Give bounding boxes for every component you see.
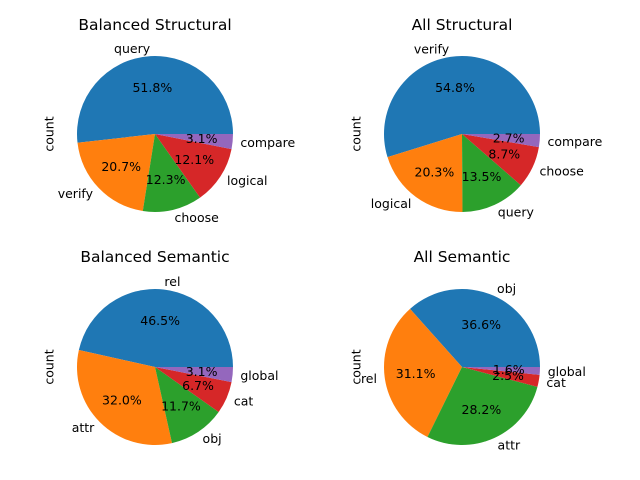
pie-slice-verify bbox=[383, 56, 540, 158]
y-axis-label: count bbox=[42, 116, 57, 151]
slice-percent-label: 51.8% bbox=[132, 80, 172, 95]
slice-percent-label: 3.1% bbox=[186, 131, 218, 146]
pie-slice-rel bbox=[78, 289, 233, 367]
slice-percent-label: 1.6% bbox=[493, 362, 525, 377]
chart-title: Balanced Structural bbox=[78, 16, 231, 34]
pie-slice-query bbox=[462, 134, 521, 212]
slice-label: cat bbox=[546, 375, 566, 390]
y-axis-label: count bbox=[349, 349, 364, 384]
slice-label: attr bbox=[498, 438, 521, 453]
slice-label: query bbox=[114, 41, 151, 56]
pie-slice-attr bbox=[427, 367, 538, 446]
pie-slice-obj bbox=[155, 367, 219, 444]
slice-label: global bbox=[548, 364, 586, 379]
slice-label: compare bbox=[547, 134, 602, 149]
pie-slice-obj bbox=[410, 289, 540, 367]
pie-slice-query bbox=[77, 55, 233, 143]
slice-label: choose bbox=[175, 210, 220, 225]
pie-slice-global bbox=[462, 367, 540, 375]
slice-label: verify bbox=[58, 186, 94, 201]
slice-percent-label: 11.7% bbox=[161, 398, 201, 413]
slice-percent-label: 2.5% bbox=[492, 368, 524, 383]
pie-slice-attr bbox=[77, 349, 173, 445]
slice-percent-label: 8.7% bbox=[488, 147, 520, 162]
slice-percent-label: 12.1% bbox=[174, 152, 214, 167]
pie-chart-1: Balanced Structural count query 51.8% verify… bbox=[42, 16, 296, 225]
slice-percent-label: 46.5% bbox=[140, 313, 180, 328]
pie-chart-3: Balanced Semantic count rel 46.5% attr 32.0% o… bbox=[42, 248, 279, 446]
slice-percent-label: 6.7% bbox=[182, 378, 214, 393]
slice-label: compare bbox=[240, 135, 295, 150]
pie-slice-global bbox=[155, 367, 233, 383]
slice-percent-label: 54.8% bbox=[435, 80, 475, 95]
y-axis-label: count bbox=[42, 349, 57, 384]
slice-percent-label: 36.6% bbox=[461, 317, 501, 332]
slice-percent-label: 28.2% bbox=[462, 402, 502, 417]
slice-label: logical bbox=[227, 173, 268, 188]
slice-percent-label: 3.1% bbox=[186, 364, 218, 379]
pie-slice-choose bbox=[142, 134, 201, 212]
chart-title: Balanced Semantic bbox=[80, 248, 229, 266]
slice-label: cat bbox=[234, 393, 254, 408]
pie-slice-cat bbox=[462, 367, 540, 387]
pie-slice-cat bbox=[155, 367, 232, 413]
slice-percent-label: 12.3% bbox=[146, 172, 186, 187]
slice-label: obj bbox=[497, 281, 516, 296]
slice-percent-label: 2.7% bbox=[493, 130, 525, 145]
slice-label: rel bbox=[164, 274, 180, 289]
pie-slice-rel bbox=[383, 308, 462, 437]
pie-slice-logical bbox=[387, 134, 463, 213]
y-axis-label: count bbox=[349, 116, 364, 151]
pie-chart-2: All Structural count verify 54.8% logical 20.… bbox=[349, 16, 603, 219]
slice-label: verify bbox=[414, 42, 450, 57]
slice-percent-label: 32.0% bbox=[102, 393, 142, 408]
pie-slice-choose bbox=[462, 134, 539, 186]
pie-slice-logical bbox=[155, 134, 232, 198]
slice-label: rel bbox=[361, 371, 377, 386]
chart-title: All Structural bbox=[412, 16, 513, 34]
slice-label: global bbox=[240, 368, 278, 383]
slice-percent-label: 20.7% bbox=[101, 159, 141, 174]
pie-slice-verify bbox=[77, 134, 155, 212]
slice-label: attr bbox=[72, 420, 95, 435]
slice-label: query bbox=[498, 204, 535, 219]
chart-title: All Semantic bbox=[414, 248, 511, 266]
pie-slice-compare bbox=[462, 134, 540, 148]
slice-label: logical bbox=[371, 196, 412, 211]
slice-percent-label: 31.1% bbox=[396, 366, 436, 381]
slice-label: obj bbox=[203, 431, 222, 446]
pie-chart-4: All Semantic count obj 36.6% rel 31.1% attr 28.… bbox=[349, 248, 586, 453]
pie-slice-compare bbox=[155, 134, 233, 150]
slice-label: choose bbox=[540, 163, 585, 178]
slice-percent-label: 20.3% bbox=[415, 164, 455, 179]
slice-percent-label: 13.5% bbox=[462, 169, 502, 184]
